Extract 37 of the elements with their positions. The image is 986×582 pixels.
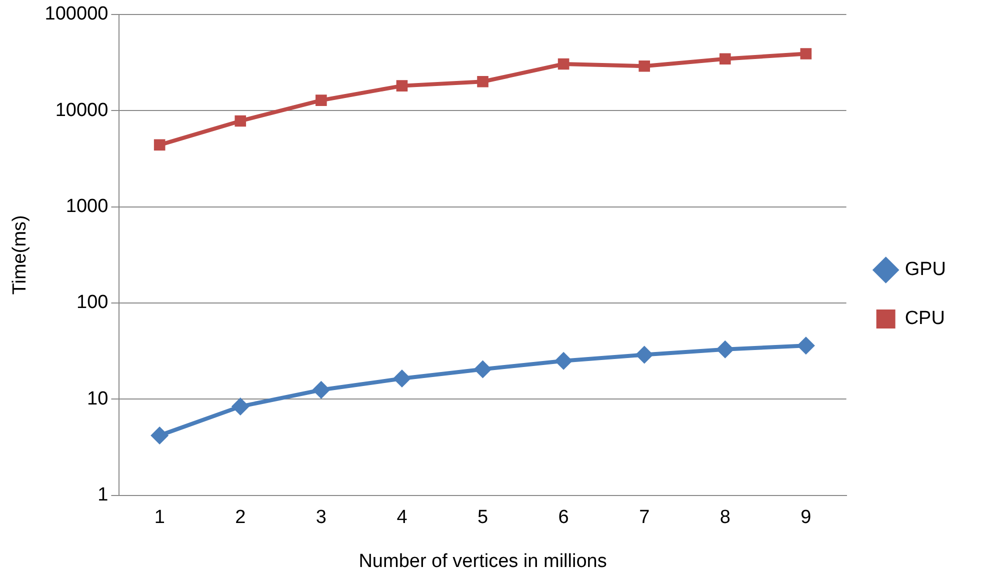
point xyxy=(638,60,650,72)
x-tick-label: 3 xyxy=(316,507,326,528)
point xyxy=(231,397,250,416)
x-tick-label: 7 xyxy=(639,507,650,528)
point xyxy=(316,94,327,106)
x-tick-label: 9 xyxy=(800,507,812,528)
x-tick-label: 6 xyxy=(558,507,569,528)
y-tick-label: 1 xyxy=(98,484,108,506)
point xyxy=(800,48,812,60)
y-tick-label: 10 xyxy=(87,388,108,410)
legend-label: GPU xyxy=(904,259,946,280)
x-tick-label: 4 xyxy=(396,507,408,528)
point xyxy=(312,380,330,399)
point xyxy=(154,139,166,151)
point xyxy=(392,370,411,388)
legend-label: CPU xyxy=(904,308,945,330)
y-tick-label: 100 xyxy=(76,292,108,314)
y-tick-label: 10000 xyxy=(55,100,108,121)
x-axis-title: Number of vertices in millions xyxy=(358,550,607,572)
y-tick-label: 100000 xyxy=(44,4,108,25)
point xyxy=(234,115,246,127)
x-tick-label: 1 xyxy=(154,507,165,528)
point xyxy=(796,336,815,355)
point xyxy=(635,346,654,364)
point xyxy=(716,340,734,358)
x-tick-label: 2 xyxy=(235,507,246,528)
point xyxy=(554,352,573,370)
point xyxy=(719,53,731,65)
point xyxy=(474,360,492,378)
x-tick-label: 8 xyxy=(720,507,730,528)
y-axis-title: Time(ms) xyxy=(10,215,31,295)
point xyxy=(558,58,570,70)
point xyxy=(396,80,408,92)
point xyxy=(150,426,169,444)
y-tick-label: 1000 xyxy=(66,196,108,218)
point xyxy=(477,76,488,88)
x-tick-label: 5 xyxy=(477,507,488,528)
